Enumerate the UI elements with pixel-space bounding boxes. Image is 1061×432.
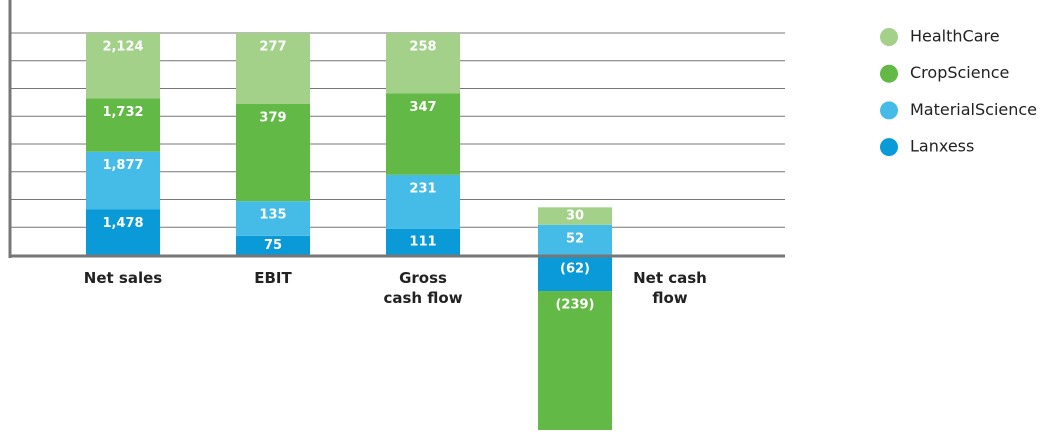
bar-segment: [236, 104, 310, 202]
data-label: 1,478: [102, 216, 143, 231]
legend-label: HealthCare: [910, 27, 1000, 46]
legend-swatch: [880, 101, 898, 120]
bar-segment: [538, 255, 612, 292]
x-tick-label: Net cash flow: [633, 269, 707, 307]
legend-label: CropScience: [910, 63, 1009, 82]
data-label: 52: [566, 231, 584, 246]
data-label: 30: [566, 209, 584, 224]
bar-segment: [538, 224, 612, 255]
bar-segment: [386, 174, 460, 229]
data-label: 111: [409, 234, 436, 249]
x-tick-label: EBIT: [254, 269, 292, 287]
legend-label: MaterialScience: [910, 100, 1037, 119]
data-label: 347: [409, 100, 436, 115]
data-label: 277: [259, 40, 286, 55]
data-label: 2,124: [102, 40, 143, 55]
data-label: 1,877: [102, 158, 143, 173]
data-label: 231: [409, 181, 436, 196]
data-label: (239): [555, 298, 594, 313]
data-label: (62): [560, 262, 590, 277]
bar-segment: [386, 228, 460, 255]
bar-segment: [86, 33, 160, 99]
bar-segment: [538, 291, 612, 430]
legend-swatch: [880, 28, 898, 46]
x-tick-label: Net sales: [83, 269, 163, 287]
bar-segment: [86, 98, 160, 152]
bar-segment: [86, 209, 160, 255]
data-label: 258: [409, 40, 436, 55]
legend-swatch: [880, 138, 898, 157]
bar-segment: [386, 93, 460, 175]
legend-label: Lanxess: [910, 137, 974, 156]
bar-segment: [86, 151, 160, 210]
bar-segment: [538, 207, 612, 225]
legend-swatch: [880, 64, 898, 83]
x-tick-label: Gross cash flow: [383, 269, 463, 307]
bar-segment: [236, 201, 310, 236]
data-label: 75: [264, 238, 282, 253]
bar-segment: [236, 235, 310, 255]
data-label: 379: [259, 111, 286, 126]
bar-segment: [386, 33, 460, 94]
data-label: 1,732: [102, 105, 143, 120]
bar-segment: [236, 33, 310, 105]
data-label: 135: [259, 208, 286, 223]
